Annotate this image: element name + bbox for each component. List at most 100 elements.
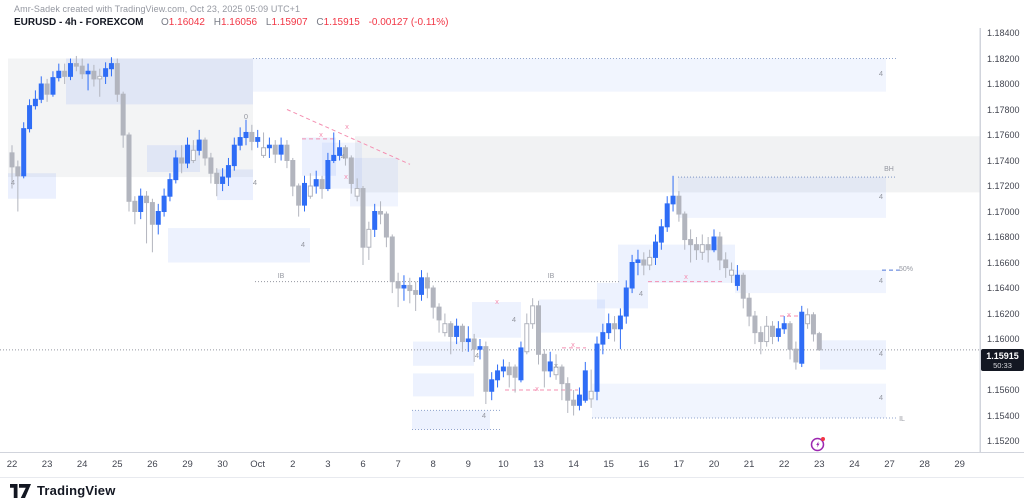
- candle-body: [85, 70, 91, 75]
- zone-rect[interactable]: [8, 173, 56, 199]
- candle-body: [530, 305, 536, 325]
- zone-rect[interactable]: [412, 410, 490, 430]
- zone-rect[interactable]: [678, 177, 886, 218]
- candle-body: [161, 195, 167, 212]
- zone-rect[interactable]: [820, 340, 886, 370]
- candle-body: [459, 325, 465, 343]
- time-tick-label: 2: [290, 459, 296, 470]
- candle-body: [571, 399, 577, 406]
- zone-rect[interactable]: [472, 302, 521, 338]
- time-tick-label: 23: [814, 459, 825, 470]
- candle-body: [799, 311, 805, 364]
- price-tick-label: 1.15400: [987, 410, 1020, 421]
- zone-rect[interactable]: [592, 383, 886, 419]
- price-tick-label: 1.15600: [987, 385, 1020, 395]
- candle-body: [307, 185, 313, 197]
- zone-rect[interactable]: [168, 228, 310, 263]
- candlestick-series[interactable]: [9, 55, 822, 416]
- candle-body: [278, 144, 284, 155]
- zone-rect[interactable]: [597, 282, 648, 309]
- candle-body: [243, 131, 249, 139]
- low-label: L: [265, 17, 272, 28]
- annotation-label: IL: [899, 416, 905, 423]
- time-tick-label: 29: [182, 459, 193, 470]
- time-tick-label: 21: [743, 459, 755, 470]
- zone-rect[interactable]: [253, 58, 886, 92]
- candle-body: [635, 259, 641, 264]
- candle-body: [255, 137, 261, 142]
- candle-body: [185, 144, 190, 164]
- candle-body: [588, 390, 594, 400]
- candle-body: [284, 144, 290, 161]
- candle-body: [337, 147, 343, 156]
- candle-body: [120, 93, 126, 136]
- candle-body: [302, 182, 307, 206]
- zone-rect[interactable]: [413, 341, 474, 366]
- price-tick-label: 1.17200: [987, 181, 1020, 191]
- time-tick-label: 20: [708, 459, 720, 470]
- annotation-label: 4: [475, 351, 479, 360]
- symbol-legend[interactable]: EURUSD - 4h - FOREXCOM O1.16042 H1.16056…: [14, 17, 448, 28]
- current-price-badge: 1.15915 50:33: [981, 349, 1024, 371]
- zone-rect[interactable]: [355, 136, 980, 193]
- annotation-label: 4: [341, 152, 345, 161]
- candle-body: [378, 211, 384, 215]
- candle-body: [360, 188, 366, 248]
- candle-body: [688, 239, 694, 246]
- price-tick-label: 1.16800: [987, 232, 1020, 242]
- price-tick-label: 1.18400: [987, 28, 1020, 38]
- candle-body: [68, 63, 73, 77]
- candle-body: [816, 333, 822, 351]
- candle-body: [512, 366, 518, 378]
- change-value: -0.00127 (-0.11%): [368, 17, 449, 28]
- candle-body: [489, 379, 495, 392]
- candle-body: [471, 338, 477, 350]
- candle-body: [793, 348, 799, 363]
- candle-body: [465, 338, 471, 343]
- time-axis[interactable]: 22 23 24 25 26 29 30 Oct 2 3 6 7 8 9 10 13 14 15 16 17 20 21 2…: [0, 452, 1024, 477]
- candle-body: [383, 213, 389, 238]
- candle-body: [366, 228, 372, 248]
- candle-body: [629, 262, 635, 289]
- bar-countdown: 50:33: [993, 361, 1012, 370]
- candle-body: [764, 325, 770, 343]
- candle-body: [319, 179, 325, 190]
- candle-body: [372, 211, 378, 230]
- price-tick-label: 1.16400: [987, 283, 1020, 293]
- time-tick-label: 10: [498, 459, 509, 470]
- time-tick-label: 29: [954, 459, 965, 470]
- time-tick-label: 7: [395, 459, 401, 470]
- candle-body: [97, 75, 103, 80]
- candle-body: [196, 139, 202, 151]
- zone-rect[interactable]: [350, 157, 398, 207]
- candle-body: [606, 323, 612, 334]
- annotation-label: x: [554, 361, 558, 370]
- candle-body: [653, 241, 658, 258]
- candle-body: [781, 323, 787, 330]
- level-lines[interactable]: [0, 109, 980, 419]
- zone-rect[interactable]: [539, 299, 605, 333]
- candle-body: [676, 195, 682, 215]
- zone-rect[interactable]: [735, 270, 886, 294]
- time-tick-label: 9: [465, 459, 471, 470]
- price-axis[interactable]: 1.18400 1.18200 1.18000 1.17800 1.17600 1.174…: [980, 28, 1024, 452]
- candle-body: [477, 346, 483, 350]
- time-tick-label: 16: [638, 459, 650, 470]
- footer-bar: TradingView: [0, 477, 1024, 503]
- candle-body: [27, 105, 33, 130]
- tradingview-logo[interactable]: TradingView: [10, 483, 116, 498]
- annotation-label: 4: [301, 240, 305, 249]
- notification-bubble-icon[interactable]: [810, 436, 826, 452]
- candle-body: [389, 236, 395, 283]
- zone-rect[interactable]: [66, 58, 253, 105]
- supply-demand-zones[interactable]: [8, 58, 980, 431]
- annotation-label: x: [787, 310, 791, 319]
- candle-body: [419, 277, 424, 295]
- candle-body: [600, 332, 606, 345]
- candle-body: [723, 259, 729, 269]
- zone-rect[interactable]: [413, 373, 474, 397]
- time-tick-label: 8: [430, 459, 436, 470]
- candle-body: [144, 195, 150, 204]
- trendline[interactable]: [286, 109, 411, 165]
